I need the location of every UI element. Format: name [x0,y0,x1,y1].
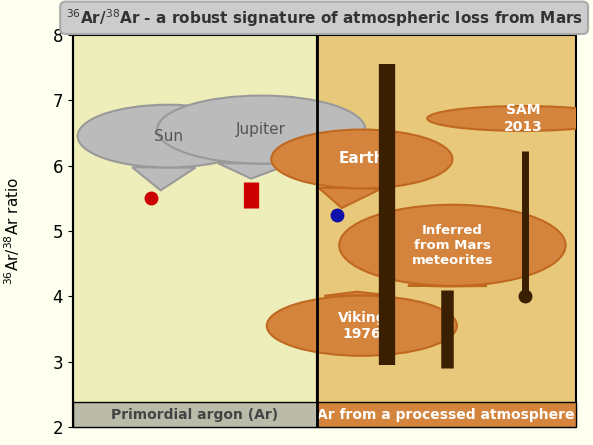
Circle shape [427,106,593,131]
Text: Primordial argon (Ar): Primordial argon (Ar) [111,408,278,421]
Text: Sun: Sun [154,129,183,144]
Polygon shape [408,286,487,287]
FancyBboxPatch shape [317,402,576,427]
Polygon shape [324,292,391,296]
FancyBboxPatch shape [72,402,317,427]
Title: $^{36}$Ar/$^{38}$Ar - a robust signature of atmospheric loss from Mars: $^{36}$Ar/$^{38}$Ar - a robust signature… [66,7,583,28]
Polygon shape [318,188,381,208]
Ellipse shape [267,295,457,356]
Polygon shape [132,167,196,190]
Text: SAM
2013: SAM 2013 [503,103,542,134]
FancyBboxPatch shape [317,35,576,427]
Text: Ar from a processed atmosphere: Ar from a processed atmosphere [317,408,575,421]
Y-axis label: $^{36}$Ar/$^{38}$Ar ratio: $^{36}$Ar/$^{38}$Ar ratio [2,177,23,285]
Ellipse shape [339,205,566,286]
Polygon shape [218,163,291,178]
Text: Viking
1976: Viking 1976 [337,311,386,341]
Text: Earth: Earth [339,151,385,166]
Ellipse shape [78,105,259,167]
Text: Jupiter: Jupiter [236,122,286,137]
FancyBboxPatch shape [72,35,317,427]
Ellipse shape [272,129,452,188]
Ellipse shape [157,96,365,164]
Text: Inferred
from Mars
meteorites: Inferred from Mars meteorites [412,224,493,267]
